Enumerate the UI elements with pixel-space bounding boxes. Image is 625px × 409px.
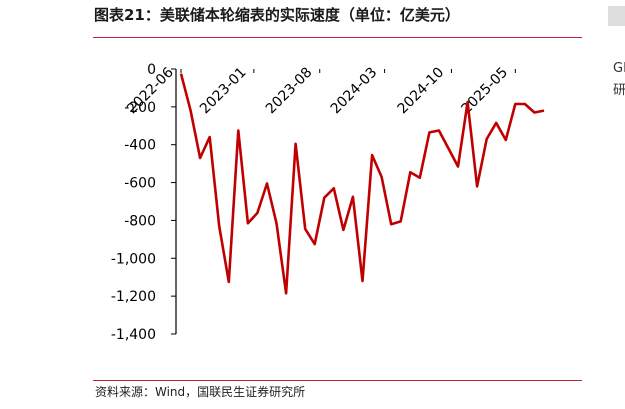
series-group <box>179 73 545 295</box>
y-tick-label: -1,200 <box>111 289 156 305</box>
adjacent-panel-text: GFSEHSA研 <box>613 61 625 98</box>
x-tick-label: 2024-03 <box>328 65 381 118</box>
y-axis: 0 -200 -400 -600 -800 -1,000 -1,200 -1,400 <box>111 62 177 343</box>
y-tick-label: -1,400 <box>111 327 156 343</box>
source-note: 资料来源：Wind，国联民生证券研究所 <box>95 385 306 399</box>
y-tick-label: -800 <box>124 213 156 229</box>
title-rule <box>93 37 582 38</box>
x-axis: 2022-06 2023-01 2023-08 2024-03 2024-10 2025-… <box>124 64 516 118</box>
x-tick-label: 2023-01 <box>197 65 250 118</box>
chart-title: 图表21：美联储本轮缩表的实际速度（单位：亿美元） <box>94 6 460 24</box>
y-tick-label: -600 <box>124 176 156 192</box>
source-rule <box>93 380 582 381</box>
y-tick-label: -1,000 <box>111 251 156 267</box>
x-tick-label: 2023-08 <box>263 65 316 118</box>
series-line <box>179 73 545 295</box>
adjacent-panel-edge <box>608 6 625 26</box>
y-tick-label: -400 <box>124 138 156 154</box>
x-tick-label: 2024-10 <box>395 65 448 118</box>
y-tick-label: -200 <box>124 100 156 116</box>
y-tick-label: 0 <box>147 62 156 78</box>
